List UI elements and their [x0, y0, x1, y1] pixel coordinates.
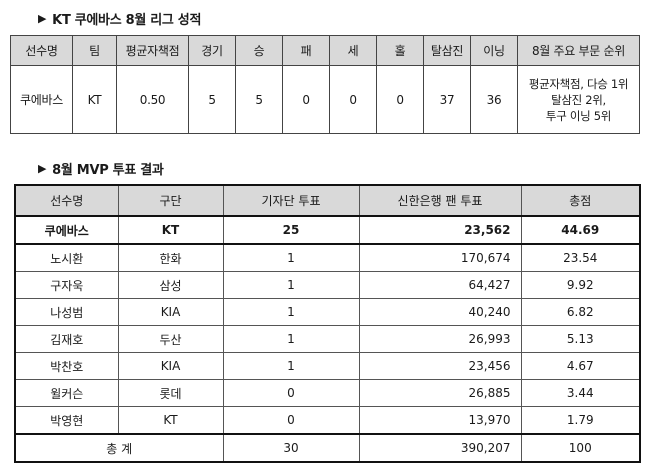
cell-era: 0.50: [116, 65, 189, 134]
header-cell: 8월 주요 부문 순위: [517, 35, 640, 66]
cell-player: 박영현: [14, 406, 119, 435]
cell-total-score: 1.79: [520, 406, 641, 435]
header-cell: 기자단 투표: [222, 184, 360, 217]
triangle-bullet-icon: ▶: [38, 12, 47, 25]
section2-title: 8월 MVP 투표 결과: [52, 163, 164, 178]
cell-player: 쿠에바스: [14, 215, 119, 245]
table-row: 쿠에바스 KT 25 23,562 44.69: [14, 215, 641, 245]
cell-total-score: 5.13: [520, 325, 641, 353]
cell-player: 쿠에바스: [10, 65, 73, 134]
cell-total-score: 23.54: [520, 243, 641, 272]
section2-heading: ▶ 8월 MVP 투표 결과: [38, 159, 164, 178]
cell-losses: 0: [282, 65, 330, 134]
header-cell: 이닝: [470, 35, 518, 66]
table-row: 나성범 KIA 1 40,240 6.82: [14, 298, 641, 326]
table-row: 노시환 한화 1 170,674 23.54: [14, 243, 641, 272]
table-row: 구자욱 삼성 1 64,427 9.92: [14, 271, 641, 299]
cell-fan-votes: 64,427: [358, 271, 522, 299]
header-cell: 선수명: [10, 35, 73, 66]
cell-player: 박찬호: [14, 352, 119, 380]
vote-header-row: 선수명 구단 기자단 투표 신한은행 팬 투표 총점: [14, 184, 641, 217]
cell-player: 김재호: [14, 325, 119, 353]
cell-fan-votes: 26,993: [358, 325, 522, 353]
header-cell: 승: [235, 35, 283, 66]
cell-fan-votes: 40,240: [358, 298, 522, 326]
cell-total-score: 9.92: [520, 271, 641, 299]
cell-press-votes: 1: [222, 298, 360, 326]
header-cell: 선수명: [14, 184, 119, 217]
cell-club: KIA: [117, 352, 224, 380]
rank-line: 탈삼진 2위,: [551, 92, 606, 107]
cell-wins: 5: [235, 65, 283, 134]
header-cell: 신한은행 팬 투표: [358, 184, 522, 217]
cell-fan-votes: 26,885: [358, 379, 522, 407]
total-score: 100: [520, 433, 641, 463]
cell-press-votes: 25: [222, 215, 360, 245]
header-cell: 구단: [117, 184, 224, 217]
header-cell: 팀: [72, 35, 117, 66]
header-cell: 평균자책점: [116, 35, 189, 66]
rank-line: 투구 이닝 5위: [545, 108, 612, 123]
cell-holds: 0: [376, 65, 424, 134]
table-row: 박영현 KT 0 13,970 1.79: [14, 406, 641, 435]
cell-press-votes: 1: [222, 352, 360, 380]
total-label: 총 계: [14, 433, 224, 463]
cell-total-score: 3.44: [520, 379, 641, 407]
cell-fan-votes: 13,970: [358, 406, 522, 435]
table-row: 김재호 두산 1 26,993 5.13: [14, 325, 641, 353]
cell-rank-summary: 평균자책점, 다승 1위 탈삼진 2위, 투구 이닝 5위: [517, 65, 640, 134]
header-cell: 세: [329, 35, 377, 66]
cell-fan-votes: 23,456: [358, 352, 522, 380]
cell-strikeouts: 37: [423, 65, 471, 134]
cell-press-votes: 0: [222, 406, 360, 435]
cell-player: 구자욱: [14, 271, 119, 299]
cell-saves: 0: [329, 65, 377, 134]
header-cell: 경기: [188, 35, 236, 66]
cell-total-score: 4.67: [520, 352, 641, 380]
section1-heading: ▶ KT 쿠에바스 8월 리그 성적: [38, 9, 201, 28]
cell-press-votes: 0: [222, 379, 360, 407]
august-stats-table: 선수명 팀 평균자책점 경기 승 패 세 홀 탈삼진 이닝 8월 주요 부문 순…: [10, 35, 640, 134]
mvp-vote-table: 선수명 구단 기자단 투표 신한은행 팬 투표 총점 쿠에바스 KT 25 23…: [14, 184, 641, 463]
cell-press-votes: 1: [222, 325, 360, 353]
stats-row: 쿠에바스 KT 0.50 5 5 0 0 0 37 36 평균자책점, 다승 1…: [10, 65, 640, 134]
triangle-bullet-icon: ▶: [38, 162, 47, 175]
cell-player: 나성범: [14, 298, 119, 326]
cell-club: 삼성: [117, 271, 224, 299]
cell-club: KIA: [117, 298, 224, 326]
cell-total-score: 6.82: [520, 298, 641, 326]
cell-player: 윌커슨: [14, 379, 119, 407]
total-fan-votes: 390,207: [358, 433, 522, 463]
rank-line: 평균자책점, 다승 1위: [528, 76, 629, 91]
table-row: 윌커슨 롯데 0 26,885 3.44: [14, 379, 641, 407]
section1-title: KT 쿠에바스 8월 리그 성적: [52, 13, 202, 28]
cell-club: KT: [117, 406, 224, 435]
total-press-votes: 30: [222, 433, 360, 463]
cell-games: 5: [188, 65, 236, 134]
cell-press-votes: 1: [222, 243, 360, 272]
cell-total-score: 44.69: [520, 215, 641, 245]
cell-press-votes: 1: [222, 271, 360, 299]
total-row: 총 계 30 390,207 100: [14, 433, 641, 463]
header-cell: 패: [282, 35, 330, 66]
stats-header-row: 선수명 팀 평균자책점 경기 승 패 세 홀 탈삼진 이닝 8월 주요 부문 순…: [10, 35, 640, 66]
cell-club: 한화: [117, 243, 224, 272]
cell-fan-votes: 170,674: [358, 243, 522, 272]
header-cell: 홀: [376, 35, 424, 66]
cell-team: KT: [72, 65, 117, 134]
cell-club: 롯데: [117, 379, 224, 407]
cell-club: KT: [117, 215, 224, 245]
cell-fan-votes: 23,562: [358, 215, 522, 245]
header-cell: 총점: [520, 184, 641, 217]
table-row: 박찬호 KIA 1 23,456 4.67: [14, 352, 641, 380]
header-cell: 탈삼진: [423, 35, 471, 66]
cell-club: 두산: [117, 325, 224, 353]
cell-player: 노시환: [14, 243, 119, 272]
cell-innings: 36: [470, 65, 518, 134]
